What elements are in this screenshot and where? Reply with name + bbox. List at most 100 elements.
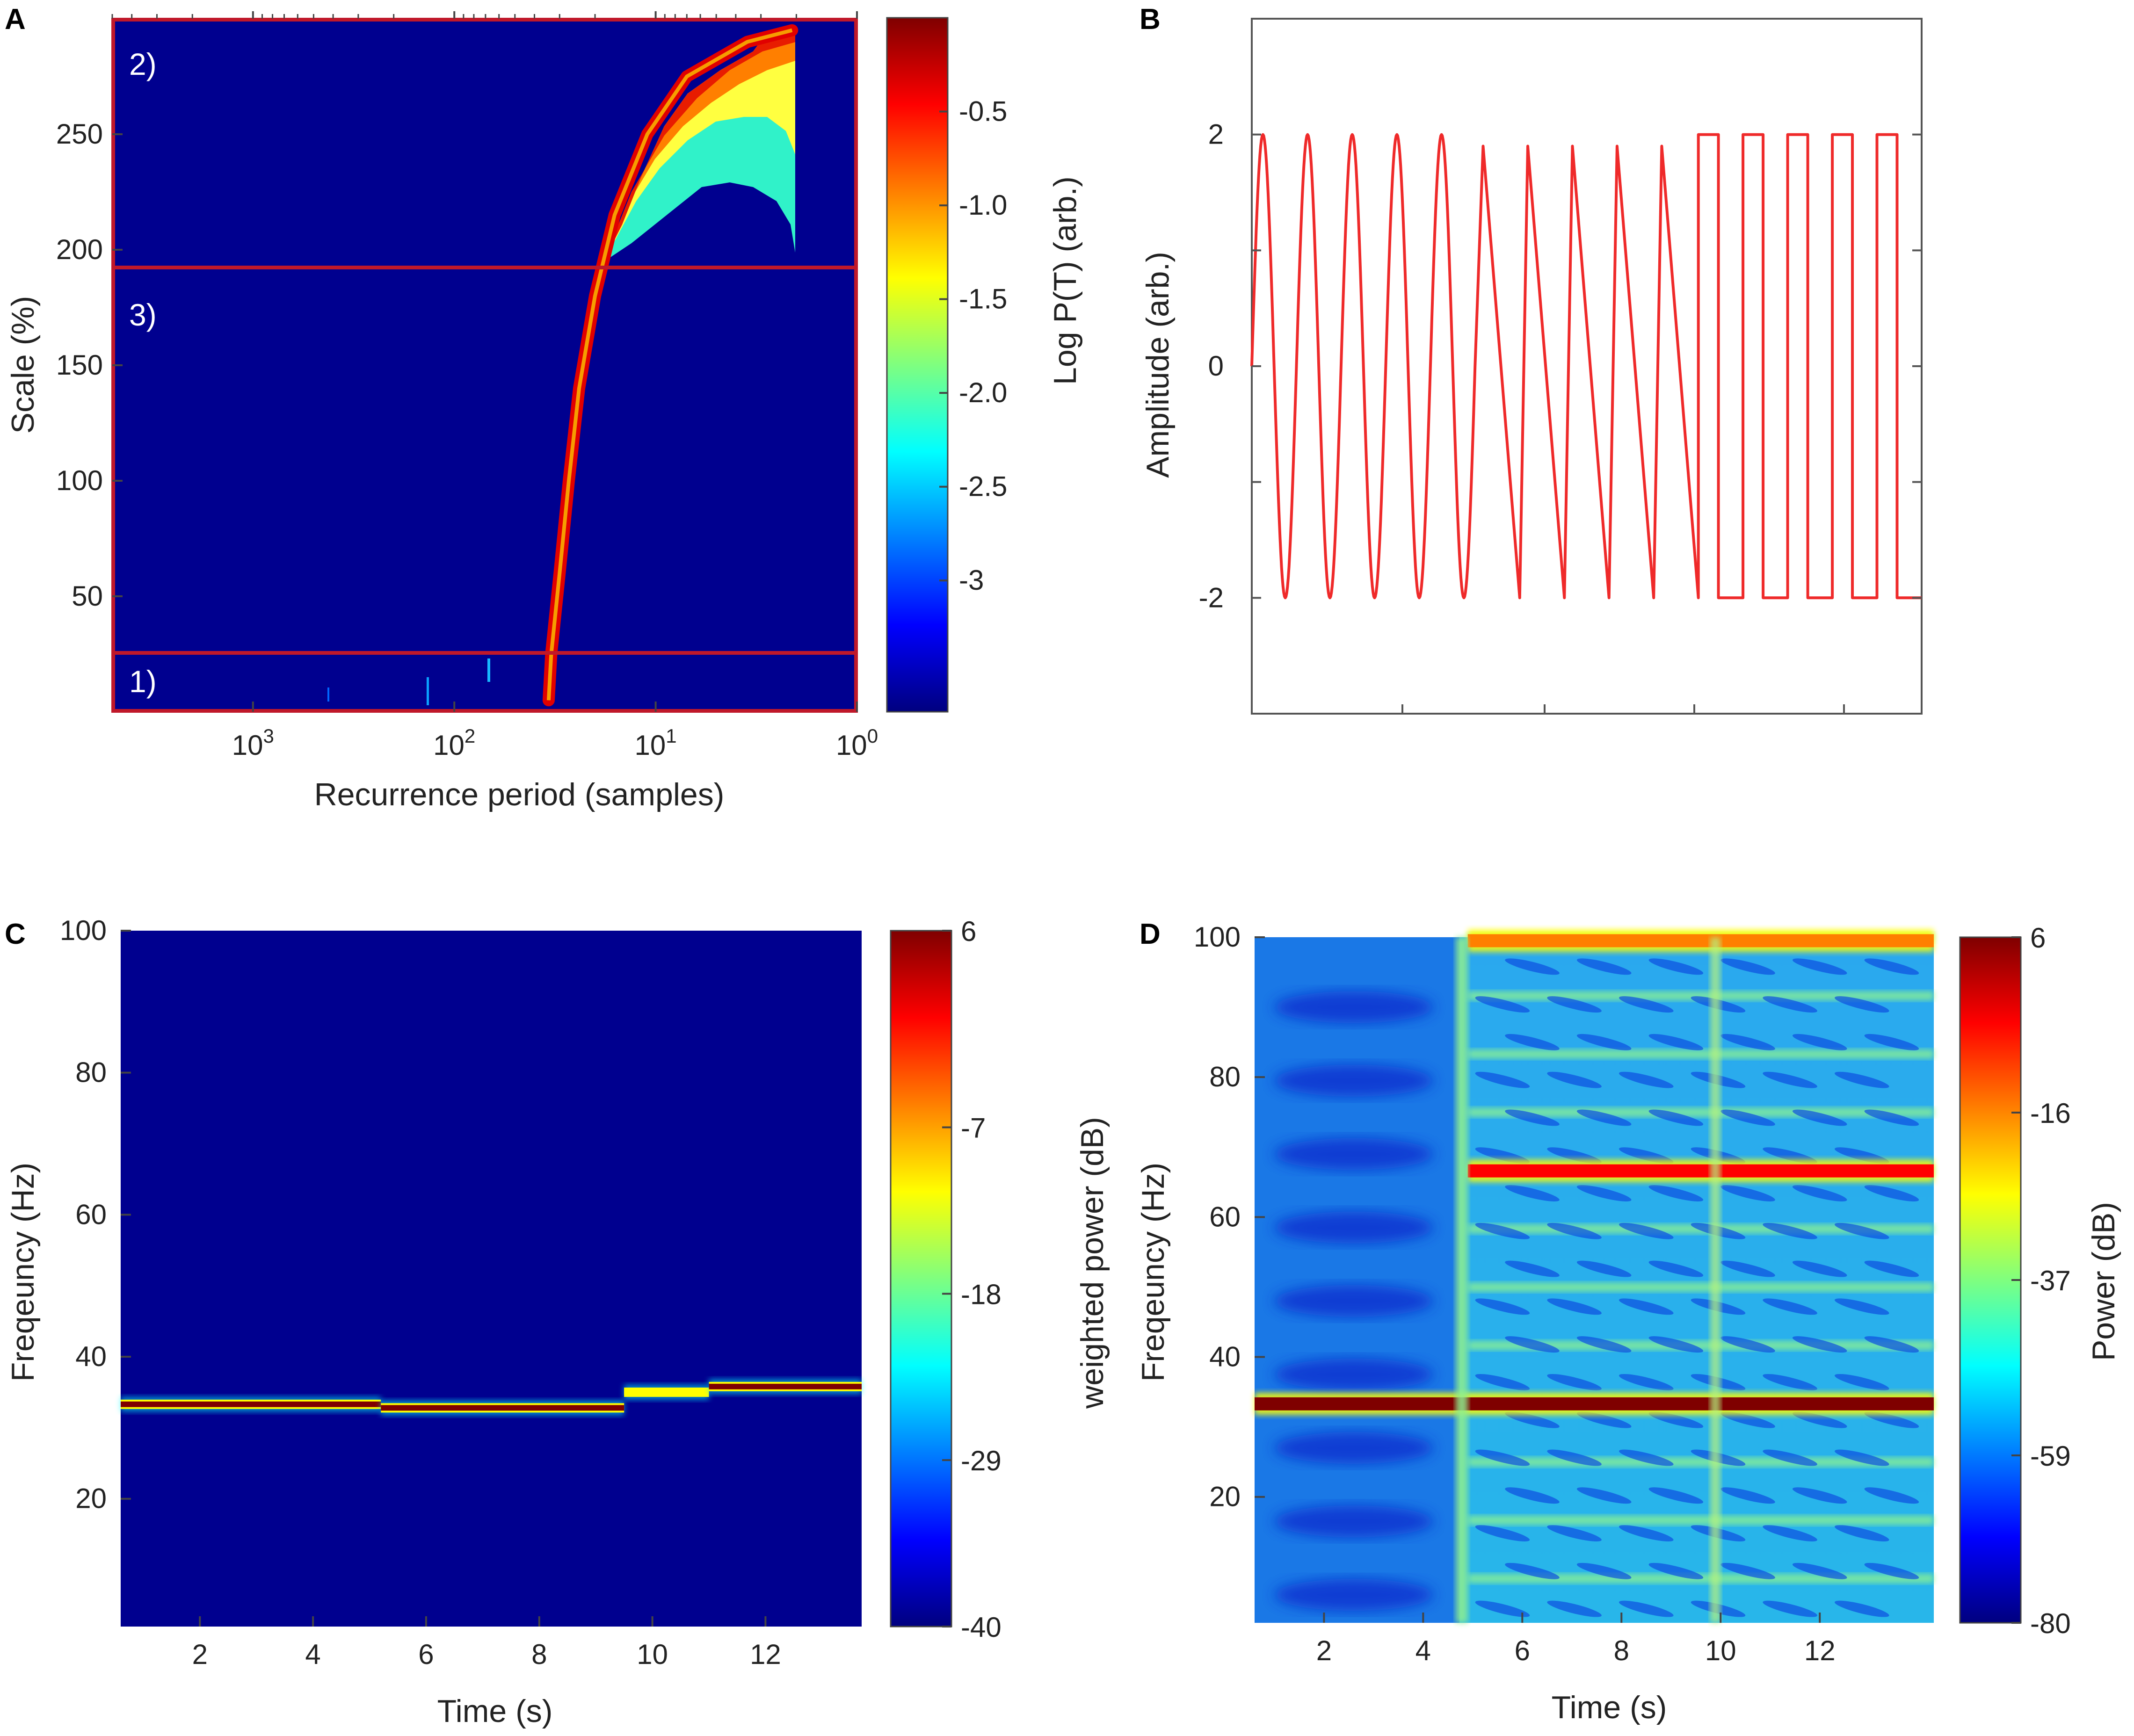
panel-d-x-tick-label: 2 xyxy=(1316,1635,1332,1666)
panel-d-streak xyxy=(1576,1185,1632,1201)
panel-d-heatmap xyxy=(1255,929,1934,1623)
panel-c-band xyxy=(624,1389,709,1395)
panel-c-y-title: Freqeuncy (Hz) xyxy=(5,1163,41,1382)
panel-d-streak xyxy=(1648,958,1704,975)
panel-a-colorbar: -0.5 -1.0 -1.5 -2.0 -2.5 -3 Log P(T) (arb.) xyxy=(886,17,1083,713)
panel-d-colorbar-title: Power (dB) xyxy=(2086,1202,2121,1361)
panel-d-colorbar-gradient xyxy=(1959,936,2022,1624)
panel-d-x-title: Time (s) xyxy=(1552,1690,1667,1725)
panel-a-x-tick-base: 10 xyxy=(433,730,465,761)
panel-b-y-title: Amplitude (arb.) xyxy=(1140,252,1176,478)
panel-c-colorbar-gradient xyxy=(890,930,952,1628)
panel-d-streak xyxy=(1619,1600,1674,1617)
panel-a-plume-mid xyxy=(603,26,795,262)
panel-a-y-tick-label: 200 xyxy=(56,234,103,265)
panel-d-y-tick-label: 100 xyxy=(1194,921,1241,953)
panel-d-streak xyxy=(1576,1109,1632,1126)
panel-a-artifact xyxy=(427,677,429,705)
panel-a-x-tick-label: 102 xyxy=(433,725,475,761)
panel-d-x-tick-label: 8 xyxy=(1614,1635,1629,1666)
panel-c-x-ticks: 2 4 6 8 10 12 xyxy=(192,1616,781,1670)
panel-a-x-ticks: 103 102 101 100 xyxy=(111,11,878,761)
panel-d-streak xyxy=(1576,1487,1632,1504)
panel-d-streak xyxy=(1576,1260,1632,1277)
panel-d-streak xyxy=(1864,1034,1919,1050)
panel-d-streak xyxy=(1835,1525,1889,1541)
panel-d-streak xyxy=(1835,1071,1889,1088)
panel-c-colorbar: 6 -7 -18 -29 -40 weighted power (dB) xyxy=(890,916,1110,1643)
panel-c-x-tick-label: 10 xyxy=(637,1639,668,1670)
panel-d-streak xyxy=(1619,1374,1674,1390)
panel-c-y-tick-label: 100 xyxy=(60,915,107,946)
panel-c-x-tick-label: 12 xyxy=(750,1639,781,1670)
panel-a-y-tick-label: 150 xyxy=(56,349,103,381)
panel-a-region-label: 1) xyxy=(129,664,157,699)
panel-b-y-tick-label: -2 xyxy=(1199,582,1224,613)
panel-d-streak xyxy=(1720,1109,1775,1126)
panel-d-streak xyxy=(1864,1109,1919,1126)
panel-a-x-tick-label: 103 xyxy=(232,725,274,761)
panel-d-streak xyxy=(1864,958,1919,975)
panel-d-streak xyxy=(1505,1260,1560,1277)
panel-d-streak xyxy=(1475,996,1530,1013)
panel-d-streak xyxy=(1763,996,1817,1013)
panel-d-streak xyxy=(1792,1411,1847,1428)
panel-a-x-tick-label: 100 xyxy=(836,725,878,761)
panel-c-x-tick-label: 4 xyxy=(305,1639,320,1670)
panel-d-streak xyxy=(1505,1411,1560,1428)
panel-c-y-tick-label: 20 xyxy=(75,1483,107,1514)
panel-a-x-tick-exponent: 0 xyxy=(867,725,878,747)
panel-d-streak xyxy=(1475,1147,1530,1164)
panel-d-streak xyxy=(1835,1298,1889,1315)
panel-c-x-tick-label: 6 xyxy=(418,1639,434,1670)
panel-d-streak xyxy=(1648,1260,1704,1277)
panel-d-streak xyxy=(1720,1336,1775,1353)
panel-a-ridge-glow xyxy=(546,28,793,701)
panel-c-band xyxy=(121,1401,381,1407)
panel-a-colorbar-gradient xyxy=(886,17,949,713)
panel-d-streak xyxy=(1720,1034,1775,1050)
panel-c-bands xyxy=(121,1379,862,1416)
panel-c-colorbar-title: weighted power (dB) xyxy=(1074,1117,1110,1409)
panel-d-streak xyxy=(1619,1071,1674,1088)
panel-d-streak xyxy=(1619,1147,1674,1164)
panel-a-colorbar-tick-label: -0.5 xyxy=(959,96,1007,127)
panel-c-band xyxy=(709,1383,862,1389)
panel-d-streak xyxy=(1475,1222,1530,1239)
panel-a-x-title: Recurrence period (samples) xyxy=(314,777,725,812)
panel-a-colorbar-tick-label: -3 xyxy=(959,564,984,596)
panel-d-streak xyxy=(1835,1449,1889,1466)
panel-a-artifact xyxy=(487,658,490,682)
panel-c: C 2 4 6 8 10 12 20 40 60 80 100 Time (s) Freqeunc… xyxy=(5,915,1110,1729)
panel-c-letter: C xyxy=(5,918,26,950)
panel-d-streak xyxy=(1576,1562,1632,1579)
panel-d-streak xyxy=(1547,1600,1602,1617)
panel-d-streak xyxy=(1835,1222,1889,1239)
panel-d-streak xyxy=(1505,1487,1560,1504)
panel-c-colorbar-tick-label: -7 xyxy=(961,1113,986,1144)
panel-d-streak xyxy=(1505,958,1560,975)
panel-a-colorbar-ticks: -0.5 -1.0 -1.5 -2.0 -2.5 -3 xyxy=(939,96,1007,596)
panel-d-streak xyxy=(1835,996,1889,1013)
panel-d-streak xyxy=(1619,1222,1674,1239)
panel-d-blob xyxy=(1274,1211,1433,1244)
panel-b: B -2 0 2 Amplitude (arb.) xyxy=(1140,3,1923,715)
panel-b-y-tick-label: 2 xyxy=(1208,119,1224,150)
panel-d-x-tick-label: 10 xyxy=(1705,1635,1736,1666)
panel-d-x-ticks: 2 4 6 8 10 12 xyxy=(1316,1613,1836,1666)
panel-d-streak xyxy=(1619,996,1674,1013)
panel-d-blob xyxy=(1274,1432,1433,1464)
panel-c-y-tick-label: 80 xyxy=(75,1057,107,1088)
panel-b-x-ticks xyxy=(1401,704,1845,714)
panel-d-harmonic-stripe xyxy=(1467,991,1934,1001)
panel-d-streak xyxy=(1648,1336,1704,1353)
panel-b-y-tick-label: 0 xyxy=(1208,350,1224,382)
panel-d-streak xyxy=(1648,1562,1704,1579)
panel-a-colorbar-tick-label: -2.5 xyxy=(959,471,1007,502)
panel-d-streak xyxy=(1547,1449,1602,1466)
panel-c-y-ticks: 20 40 60 80 100 xyxy=(60,915,131,1514)
panel-d-streak xyxy=(1576,1336,1632,1353)
panel-d-streak xyxy=(1648,1034,1704,1050)
panel-d-streak xyxy=(1835,1600,1889,1617)
panel-d-x-tick-label: 4 xyxy=(1415,1635,1431,1666)
